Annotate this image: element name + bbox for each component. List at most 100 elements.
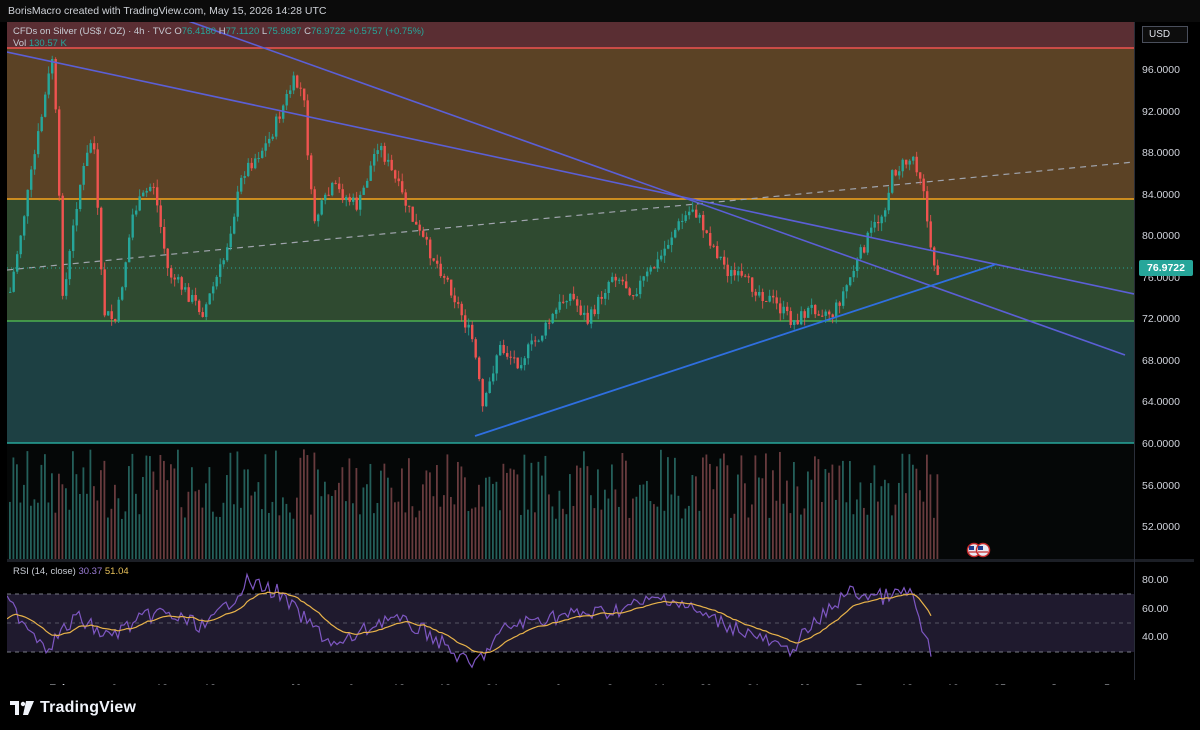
- candle-body: [786, 306, 789, 312]
- candle-body: [362, 187, 365, 195]
- volume-bar: [394, 502, 396, 559]
- candle-body: [915, 156, 918, 173]
- pane-separator[interactable]: [7, 559, 1194, 562]
- price-chart-canvas[interactable]: [7, 22, 1134, 559]
- candle-body: [397, 178, 400, 182]
- candle-body: [646, 271, 649, 277]
- volume-bar: [775, 500, 778, 559]
- candle-body: [660, 255, 663, 260]
- volume-bar: [558, 490, 561, 559]
- candle-body: [352, 197, 355, 202]
- volume-bar: [163, 460, 165, 559]
- volume-bar: [334, 490, 337, 559]
- volume-bar: [856, 499, 858, 559]
- volume-bar: [299, 457, 302, 559]
- volume-bar: [555, 518, 557, 559]
- volume-bar: [313, 452, 316, 559]
- volume-bar: [212, 511, 214, 559]
- candle-body: [142, 192, 145, 197]
- candle-body: [695, 209, 698, 218]
- volume-bar: [884, 479, 886, 559]
- candle-body: [712, 245, 715, 247]
- volume-bar: [684, 508, 687, 559]
- volume-bar: [250, 495, 253, 559]
- volume-bar: [117, 498, 120, 559]
- volume-bar: [838, 465, 841, 559]
- rsi-tick: 40.00: [1142, 631, 1169, 643]
- volume-bar: [863, 507, 865, 559]
- candle-body: [149, 186, 152, 191]
- candle-body: [625, 281, 628, 289]
- candle-body: [779, 303, 782, 314]
- volume-bar: [782, 503, 785, 559]
- currency-selector[interactable]: USD: [1142, 26, 1188, 43]
- rsi-tick: 60.00: [1142, 603, 1169, 615]
- tradingview-brand[interactable]: TradingView: [10, 698, 136, 718]
- volume-bar: [187, 491, 190, 559]
- candle-body: [884, 210, 887, 217]
- candle-body: [289, 90, 292, 94]
- event-flags[interactable]: [965, 542, 993, 559]
- volume-bar: [138, 514, 141, 559]
- rsi-label: RSI (14, close): [13, 566, 76, 577]
- close-label: C: [304, 26, 312, 37]
- candle-body: [726, 264, 729, 277]
- candle-body: [30, 169, 33, 190]
- rsi-chart-canvas[interactable]: [7, 562, 1134, 680]
- candle-body: [341, 189, 344, 201]
- rsi-pane[interactable]: RSI (14, close) 30.37 51.04: [7, 562, 1134, 680]
- volume-bar: [845, 502, 848, 559]
- candle-body: [933, 247, 936, 266]
- last-price-label: 76.9722: [1139, 260, 1193, 276]
- volume-bar: [506, 472, 508, 559]
- volume-bar: [670, 494, 673, 559]
- chart-frame[interactable]: CFDs on Silver (US$ / OZ) · 4h · TVC O76…: [7, 22, 1195, 695]
- candle-body: [810, 304, 813, 308]
- candle-body: [107, 311, 110, 316]
- volume-bar: [96, 500, 99, 559]
- volume-label: Vol: [13, 38, 27, 49]
- volume-bar: [205, 483, 207, 559]
- candle-body: [439, 263, 442, 277]
- candle-body: [264, 143, 267, 151]
- candle-body: [607, 281, 610, 293]
- volume-bar: [481, 506, 484, 559]
- candle-body: [849, 277, 852, 286]
- candle-body: [821, 315, 824, 317]
- us-flag-icon[interactable]: [965, 542, 993, 558]
- candle-body: [404, 192, 407, 206]
- volume-bar: [569, 474, 571, 559]
- candle-body: [870, 227, 873, 233]
- volume-bar: [110, 508, 113, 559]
- candle-body: [621, 279, 624, 282]
- volume-bar: [236, 451, 239, 559]
- candle-body: [331, 182, 334, 196]
- volume-bar: [135, 493, 137, 559]
- candle-body: [740, 271, 743, 276]
- candle-body: [481, 379, 484, 407]
- candle-body: [327, 194, 330, 196]
- volume-bar: [341, 467, 344, 559]
- candle-body: [394, 170, 397, 179]
- descending-trend-line-1: [7, 51, 1134, 295]
- volume-bar: [523, 454, 526, 559]
- price-axis[interactable]: 96.0000 92.0000 88.0000 84.0000 80.0000 …: [1134, 22, 1195, 680]
- price-pane[interactable]: CFDs on Silver (US$ / OZ) · 4h · TVC O76…: [7, 22, 1134, 559]
- volume-bar: [800, 514, 802, 559]
- candle-body: [887, 192, 890, 211]
- volume-bar: [436, 465, 438, 559]
- candle-body: [453, 295, 456, 303]
- candle-body: [835, 302, 838, 318]
- volume-bar: [180, 507, 183, 559]
- candle-body: [37, 131, 40, 155]
- volume-bar: [712, 489, 715, 559]
- chart-credit: BorisMacro created with TradingView.com,…: [8, 5, 327, 17]
- candle-body: [506, 353, 509, 357]
- volume-bar: [415, 517, 417, 559]
- volume-bar: [593, 508, 596, 559]
- volume-bar: [499, 510, 501, 559]
- volume-bar: [142, 476, 144, 559]
- volume-bar: [380, 470, 382, 559]
- candle-body: [485, 392, 488, 407]
- candle-body: [236, 191, 239, 217]
